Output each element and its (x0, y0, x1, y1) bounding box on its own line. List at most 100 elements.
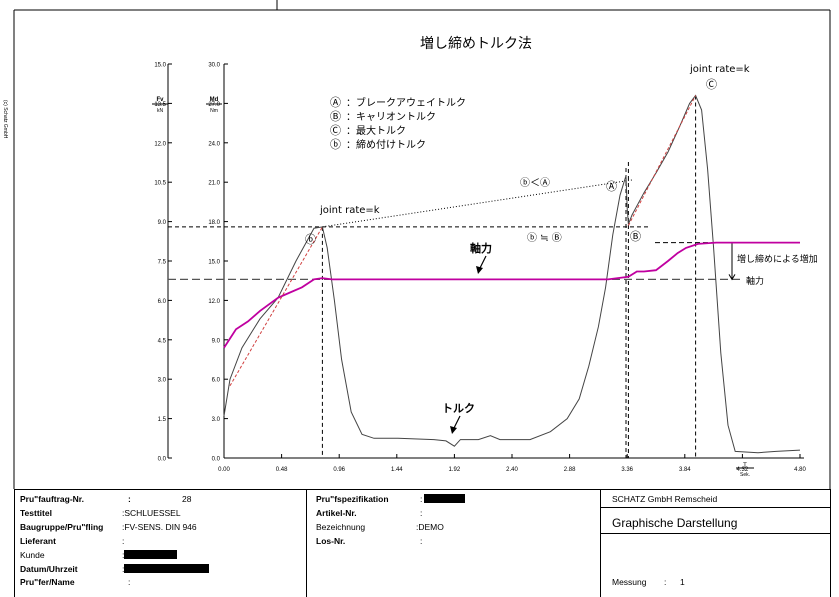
legend-symbol: ⓑ (330, 138, 341, 151)
messung-label: Messung (612, 577, 647, 587)
axial-force-label: 軸力 (470, 241, 492, 255)
md-tick-label: 0.0 (212, 457, 221, 463)
lieferant-label: Lieferant (20, 536, 56, 546)
legend-text: ：最大トルク (346, 124, 406, 137)
b-to-A-dotted-line (322, 179, 633, 228)
md-tick-label: 21.0 (208, 181, 220, 187)
company-name: SCHATZ GmbH Remscheid (612, 494, 718, 504)
md-axis-unit: Nm (210, 108, 218, 114)
messung-value: 1 (680, 577, 685, 587)
md-tick-label: 12.0 (208, 299, 220, 305)
md-tick-label: 3.0 (212, 417, 221, 423)
fv-tick-label: 10.5 (154, 181, 166, 187)
kunde-label: Kunde (20, 550, 45, 560)
losnr-label: Los-Nr. (316, 536, 346, 546)
spezifikation-redaction (424, 494, 465, 503)
increase-label: 増し締めによる増加 (737, 253, 818, 265)
footer-company-divider (600, 507, 830, 508)
marker-b: ⓑ (305, 233, 316, 246)
axial-force-arrow-head (476, 266, 483, 274)
joint-rate-label-1: joint rate=k (319, 205, 380, 216)
md-tick-label: 30.0 (208, 63, 220, 69)
increase-arrow-head (728, 274, 736, 281)
time-tick-label: 1.92 (449, 467, 461, 473)
footer-title-divider (600, 533, 830, 534)
pruefauftrag-colon: : (128, 494, 131, 504)
lieferant-value: : (122, 536, 125, 546)
legend-symbol: Ⓑ (330, 110, 341, 123)
b-approx-B-label: ⓑ ≒ Ⓑ (527, 232, 562, 244)
md-tick-label: 9.0 (212, 338, 221, 344)
md-tick-label: 18.0 (208, 220, 220, 226)
fv-tick-label: 4.5 (158, 338, 167, 344)
losnr-value: : (420, 536, 423, 546)
spezifikation-label: Pru"fspezifikation (316, 494, 389, 504)
time-tick-label: 4.32 (737, 467, 749, 473)
graphic-title: Graphische Darstellung (612, 516, 738, 530)
fv-tick-label: 15.0 (154, 63, 166, 69)
legend-text: ：締め付けトルク (346, 138, 426, 151)
time-tick-label: 3.36 (621, 467, 633, 473)
datum-redaction (124, 564, 209, 573)
artikel-label: Artikel-Nr. (316, 508, 357, 518)
fv-tick-label: 7.5 (158, 260, 167, 266)
axial-force-series-line (223, 241, 800, 349)
baugruppe-label: Baugruppe/Pru"fling (20, 522, 104, 532)
footer-divider-1 (306, 489, 307, 597)
b-less-than-A-label: ⓑ＜Ⓐ (520, 177, 550, 189)
md-tick-label: 6.0 (212, 378, 221, 384)
copyright-text: (c) Schatz GmbH (2, 100, 8, 139)
joint-rate-line-1 (229, 226, 323, 387)
md-tick-label: 24.0 (208, 141, 220, 147)
time-unit-symbol: T (743, 463, 747, 469)
pruefauftrag-value: 28 (182, 494, 192, 504)
kunde-redaction (124, 550, 177, 559)
fv-tick-label: 1.5 (158, 417, 167, 423)
testtitel-value: :SCHLUESSEL (122, 508, 181, 518)
axial-right-label: 軸力 (746, 275, 764, 287)
footer-right-border (830, 489, 831, 597)
time-tick-label: 0.48 (276, 467, 288, 473)
datum-label: Datum/Uhrzeit (20, 564, 78, 574)
legend-text: ：ブレークアウェイトルク (346, 96, 466, 109)
footer-divider-2 (600, 489, 601, 597)
md-tick-label: 15.0 (208, 260, 220, 266)
marker-A: Ⓐ (606, 180, 617, 193)
torque-arrow-head (450, 426, 457, 434)
md-tick-label: 27.0 (208, 102, 220, 108)
pruefauftrag-label: Pru"fauftrag-Nr. (20, 494, 85, 504)
pruefer-label: Pru"fer/Name (20, 577, 75, 587)
time-tick-label: 2.88 (564, 467, 576, 473)
time-tick-label: 2.40 (506, 467, 518, 473)
chart-title: 増し締めトルク法 (420, 35, 532, 52)
footer-left-border (14, 489, 15, 597)
bezeichnung-value: :DEMO (416, 522, 444, 532)
fv-tick-label: 6.0 (158, 299, 167, 305)
kunde-value: : (122, 550, 124, 560)
fv-tick-label: 0.0 (158, 457, 167, 463)
messung-colon: : (664, 577, 667, 587)
pruefer-value: : (128, 577, 131, 587)
fv-tick-label: 13.5 (154, 102, 166, 108)
torque-label: トルク (442, 402, 475, 415)
md-axis-label: Md (210, 97, 219, 103)
fv-axis-label: Fv (156, 97, 164, 103)
joint-rate-label-2: joint rate=k (689, 64, 750, 75)
fv-tick-label: 9.0 (158, 220, 167, 226)
legend-symbol: Ⓐ (330, 96, 341, 109)
fv-tick-label: 3.0 (158, 378, 167, 384)
time-tick-label: 0.96 (333, 467, 345, 473)
testtitel-label: Testtitel (20, 508, 52, 518)
time-tick-label: 4.80 (794, 467, 806, 473)
fv-tick-label: 12.0 (154, 141, 166, 147)
artikel-value: : (420, 508, 423, 518)
joint-rate-line-2 (627, 95, 697, 226)
spezifikation-value: : (420, 494, 423, 504)
bezeichnung-label: Bezeichnung (316, 522, 366, 532)
time-tick-label: 1.44 (391, 467, 403, 473)
baugruppe-value: :FV-SENS. DIN 946 (122, 522, 197, 532)
marker-B: Ⓑ (630, 230, 641, 243)
datum-value: : (122, 564, 124, 574)
legend-text: ：キャリオントルク (346, 111, 436, 123)
